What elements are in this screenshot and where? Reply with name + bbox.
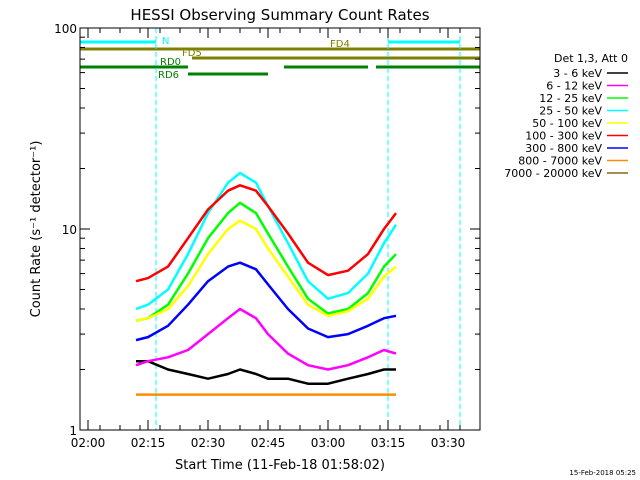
series-line-0 — [136, 359, 396, 385]
series-group — [135, 171, 398, 396]
series-line-4 — [135, 219, 397, 322]
x-tick-label-6: 03:30 — [431, 436, 466, 450]
flag-label-n: N — [162, 36, 169, 47]
y-tick-label-0: 1 — [69, 424, 77, 438]
saa-markers — [155, 28, 461, 430]
x-tick-label-5: 03:15 — [371, 436, 406, 450]
flag-label-rd6: RD6 — [158, 70, 179, 81]
series-line-5 — [135, 184, 397, 283]
x-tick-label-2: 02:30 — [191, 436, 226, 450]
legend-label-0: 3 - 6 keV — [553, 67, 602, 80]
y-axis: 1 10 100 — [54, 22, 480, 438]
series-line-3 — [135, 171, 398, 311]
y-tick-label-2: 100 — [54, 22, 77, 36]
legend-label-4: 50 - 100 keV — [532, 117, 602, 130]
series-line-6 — [135, 261, 397, 342]
legend-label-3: 25 - 50 keV — [539, 105, 602, 118]
chart-title: HESSI Observing Summary Count Rates — [130, 6, 429, 24]
legend-label-7: 800 - 7000 keV — [518, 155, 602, 168]
y-axis-label: Count Rate (s⁻¹ detector⁻¹) — [29, 141, 44, 318]
legend-label-6: 300 - 800 keV — [525, 142, 602, 155]
x-axis: 02:00 02:15 02:30 02:45 03:00 03:15 03:30 — [71, 28, 481, 450]
x-tick-label-0: 02:00 — [71, 436, 106, 450]
flag-label-fd5: FD5 — [182, 48, 202, 59]
x-tick-label-1: 02:15 — [131, 436, 166, 450]
series-line-1 — [135, 307, 397, 371]
legend-label-5: 100 - 300 keV — [525, 130, 602, 143]
legend-label-2: 12 - 25 keV — [539, 92, 602, 105]
legend-label-8: 7000 - 20000 keV — [504, 167, 602, 180]
x-tick-label-3: 02:45 — [251, 436, 286, 450]
x-tick-label-4: 03:00 — [311, 436, 346, 450]
x-axis-label: Start Time (11-Feb-18 01:58:02) — [175, 458, 385, 473]
legend-label-1: 6 - 12 keV — [546, 80, 602, 93]
footer-date: 15-Feb-2018 05:25 — [569, 469, 636, 477]
flag-label-fd4: FD4 — [330, 39, 350, 50]
y-tick-label-1: 10 — [62, 223, 77, 237]
legend-header: Det 1,3, Att 0 — [554, 52, 628, 65]
flag-label-rd0: RD0 — [160, 57, 181, 68]
series-line-2 — [135, 201, 397, 322]
